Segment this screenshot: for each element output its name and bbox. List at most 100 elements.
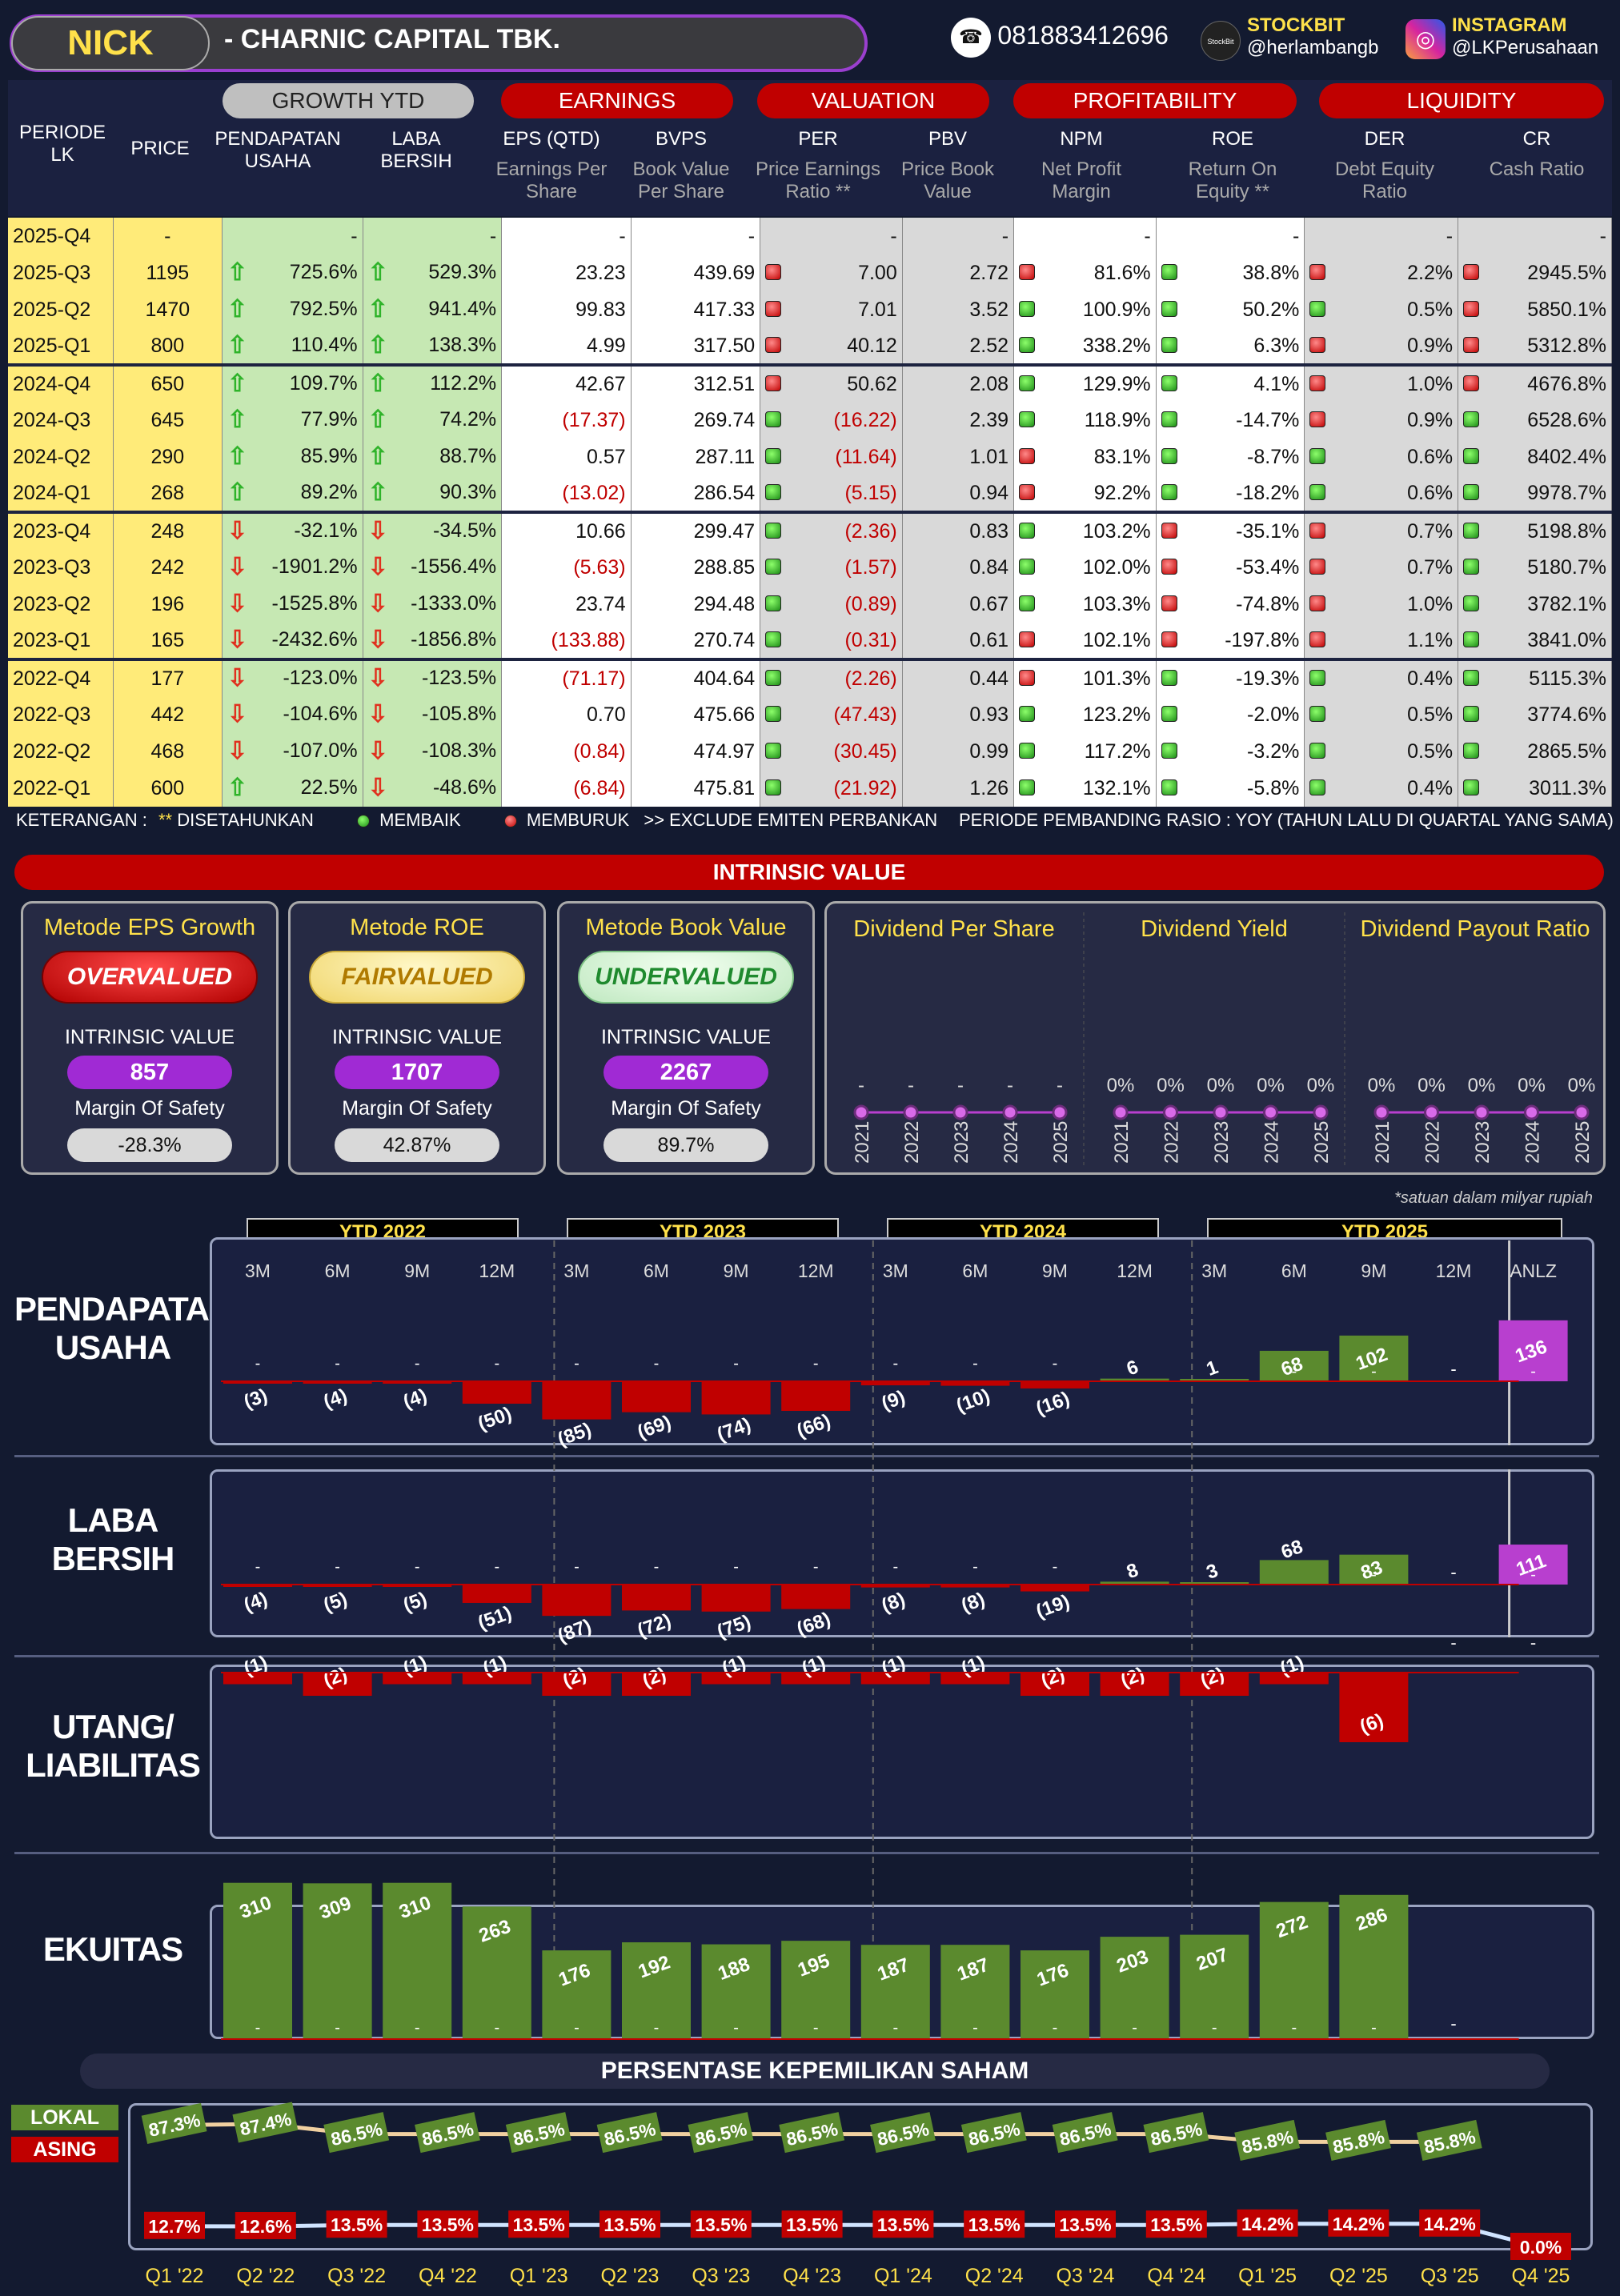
cell-value: 129.9% [1082,372,1151,395]
cell-value: 3782.1% [1527,592,1606,615]
cell-cr: 3011.3% [1458,770,1612,807]
note-star: ** [158,810,173,830]
cell-value: -3.2% [1247,739,1300,763]
divider [14,1455,1599,1457]
cell-per: (30.45) [760,733,903,770]
cell-npm: 101.3% [1013,658,1157,696]
quarter-label: Q3 '24 [1057,2265,1115,2287]
bar [781,1585,851,1609]
bar-label: (4) [241,1588,271,1616]
cell-eps: 4.99 [501,328,632,365]
cell-value: 2025-Q1 [13,334,91,357]
cell-cr: 2865.5% [1458,733,1612,770]
bar-dash: - [335,1558,340,1576]
cell-cr: 5312.8% [1458,328,1612,365]
cell-der: 0.5% [1304,733,1459,770]
bar-dash: - [1212,2019,1217,2037]
worsening-icon [1463,375,1480,391]
status-badge: OVERVALUED [42,951,258,1004]
cell-eps: (0.84) [501,733,632,770]
cell-roe: -18.2% [1156,475,1305,512]
cell-npm: 83.1% [1013,439,1157,475]
cell-price: 600 [113,770,223,807]
cell-value: 2024-Q4 [13,372,91,395]
dividend-value: - [858,1075,864,1096]
bar [462,1906,531,2039]
cell-cr: 6528.6% [1458,402,1612,439]
period-label: 6M [325,1260,351,1281]
cell-periode: 2024-Q1 [8,475,114,512]
arrow-down-icon: ⇩ [367,518,388,544]
arrow-up-icon: ⇧ [367,407,388,433]
cell-value: - [164,224,171,247]
year-label: 2024 [1261,1121,1283,1164]
cell-value: (2.36) [844,519,897,543]
legend-asing: ASING [11,2137,118,2162]
improving-icon [1161,705,1177,722]
cell-value: 23.23 [575,261,626,284]
dividend-point [1424,1104,1439,1120]
table-row: 2023-Q4 248 ⇩ -32.1% ⇩ -34.5% 10.66 299.47 (2.36… [8,511,1612,549]
cell-value: 1.0% [1407,592,1454,615]
table-row: 2023-Q3 242 ⇩ -1901.2% ⇩ -1556.4% (5.63) 288.85… [8,549,1612,586]
mos-label: Margin Of Safety [611,1097,761,1120]
bar [383,1673,452,1685]
cell-cr: 3782.1% [1458,586,1612,623]
bar-dash: - [813,2019,819,2037]
bar [303,1585,372,1587]
cell-value: 2.72 [969,261,1009,284]
lokal-marker [870,2112,936,2154]
bar [223,1585,292,1587]
cell-value: 1.26 [969,776,1009,799]
stockbit-contact[interactable]: StockBit STOCKBIT @herlambangb [1201,14,1378,61]
cell-value: 109.7% [289,372,358,395]
cell-npm: 102.1% [1013,623,1157,659]
cell-price: 248 [113,511,223,549]
cell-bvps: 287.11 [631,439,761,475]
col-pendapatan: PENDAPATAN USAHA [215,128,341,172]
cell-roe: -197.8% [1156,623,1305,659]
cell-per: (2.26) [760,658,903,696]
dividend-value: 0% [1368,1075,1396,1096]
dividend-point [853,1104,869,1120]
cell-value: -197.8% [1225,628,1300,651]
cell-value: 85.9% [300,445,358,467]
cell-value: 475.66 [693,703,756,726]
cell-der: 0.4% [1304,770,1459,807]
cell-value: (71.17) [562,667,626,690]
lokal-marker [141,2102,207,2144]
instagram-icon: ◎ [1405,19,1446,59]
cell-value: 5312.8% [1527,334,1606,357]
cell-pendapatan: ⇩ -32.1% [222,511,363,549]
asing-value: 13.5% [1059,2214,1111,2235]
arrow-down-icon: ⇩ [367,701,388,727]
arrow-down-icon: ⇩ [227,554,248,580]
lokal-marker [232,2102,299,2143]
cell-value: -53.4% [1236,555,1300,579]
cell-value: 0.84 [969,555,1009,579]
bar [223,1673,292,1685]
year-label: 2021 [1111,1121,1133,1164]
year-label: 2022 [1161,1121,1183,1164]
bar [1100,1378,1169,1381]
lokal-marker [505,2112,571,2154]
cell-cr: 5180.7% [1458,549,1612,586]
quarter-label: Q3 '23 [692,2265,750,2287]
bar-dash: - [733,1355,739,1372]
whatsapp-contact[interactable]: ☎ 081883412696 [951,18,1169,58]
improving-icon [1309,705,1326,722]
period-label: 3M [563,1260,589,1281]
bar [860,1585,930,1588]
cell-value: -14.7% [1236,408,1300,431]
cell-value: 0.83 [969,519,1009,543]
arrow-up-icon: ⇧ [367,332,388,359]
cell-value: 248 [150,519,185,543]
bar-label: - [1450,1633,1456,1653]
bar-dash: - [1053,2019,1058,2037]
instagram-contact[interactable]: ◎ INSTAGRAM @LKPerusahaan [1405,14,1598,59]
cell-bvps: 475.81 [631,770,761,807]
cell-der: 0.7% [1304,549,1459,586]
asing-value: 12.7% [148,2216,200,2237]
quarter-label: Q3 '22 [327,2265,386,2287]
quarter-label: Q2 '25 [1329,2265,1388,2287]
